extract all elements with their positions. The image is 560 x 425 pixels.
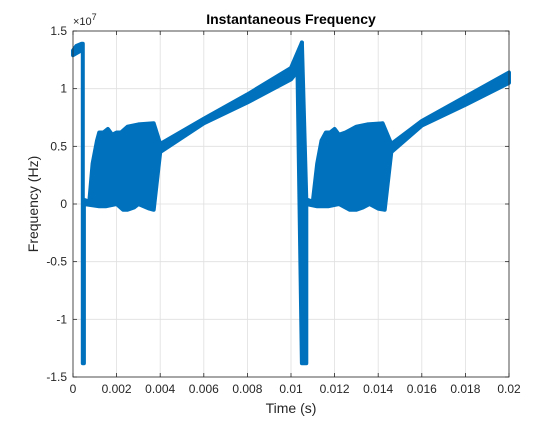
y-exponent-base: ×10 [73,16,92,28]
x-tick-label: 0.018 [450,382,480,396]
x-tick-label: 0.006 [189,382,219,396]
y-exponent-label: ×107 [73,12,97,28]
x-tick-label: 0.014 [363,382,393,396]
x-tick-labels: 0 0.002 0.004 0.006 0.008 0.01 0.012 0.014 0.016… [70,382,521,396]
x-tick-label: 0.012 [320,382,350,396]
x-tick-label: 0.01 [279,382,303,396]
x-axis-label: Time (s) [266,400,317,416]
y-tick-label: -0.5 [46,255,67,269]
x-tick-label: 0.016 [407,382,437,396]
x-tick-label: 0.002 [102,382,132,396]
x-tick-label: 0 [70,382,77,396]
y-tick-label: 1.5 [50,24,67,38]
y-tick-label: -1 [56,312,67,326]
y-tick-label: 0.5 [50,139,67,153]
y-exponent-power: 7 [92,12,97,22]
ticks [72,30,510,378]
y-tick-label: 1 [60,82,67,96]
y-tick-label: 0 [60,197,67,211]
x-tick-label: 0.02 [497,382,521,396]
y-tick-labels: -1.5 -1 -0.5 0 0.5 1 1.5 [46,24,67,384]
x-tick-label: 0.004 [145,382,175,396]
x-tick-label: 0.008 [232,382,262,396]
chart-title: Instantaneous Frequency [206,11,376,27]
y-tick-label: -1.5 [46,370,67,384]
y-axis-label: Frequency (Hz) [25,156,41,252]
frequency-band [71,40,304,366]
